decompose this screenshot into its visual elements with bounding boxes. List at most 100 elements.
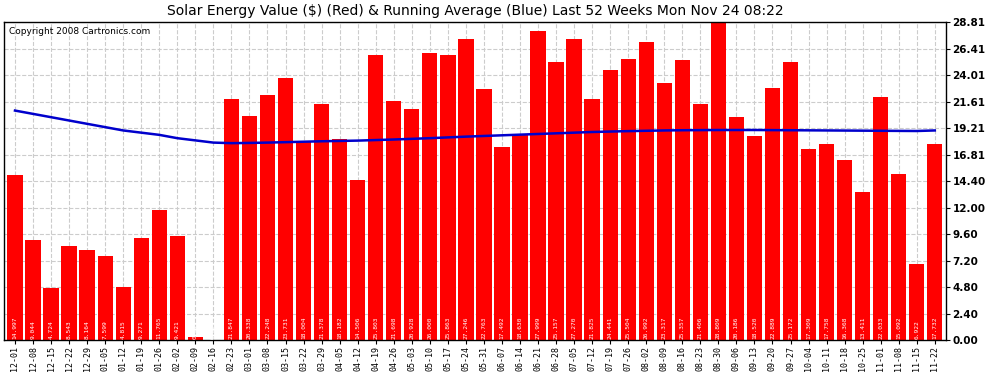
- Bar: [746, 136, 762, 340]
- Bar: [422, 53, 438, 340]
- Text: 23.317: 23.317: [661, 316, 667, 339]
- Text: 20.338: 20.338: [247, 316, 251, 339]
- Text: 13.411: 13.411: [860, 316, 865, 339]
- Text: 23.731: 23.731: [283, 316, 288, 339]
- Title: Solar Energy Value ($) (Red) & Running Average (Blue) Last 52 Weeks Mon Nov 24 0: Solar Energy Value ($) (Red) & Running A…: [166, 4, 783, 18]
- Bar: [314, 104, 330, 340]
- Text: 21.406: 21.406: [698, 316, 703, 339]
- Text: 15.092: 15.092: [896, 316, 901, 339]
- Text: 21.847: 21.847: [229, 316, 234, 339]
- Text: Copyright 2008 Cartronics.com: Copyright 2008 Cartronics.com: [9, 27, 150, 36]
- Bar: [566, 39, 582, 340]
- Bar: [278, 78, 293, 340]
- Bar: [476, 89, 492, 340]
- Text: 25.803: 25.803: [373, 316, 378, 339]
- Text: 22.763: 22.763: [481, 316, 486, 339]
- Text: 0.000: 0.000: [211, 320, 216, 339]
- Bar: [188, 337, 203, 340]
- Bar: [350, 180, 365, 340]
- Text: 20.928: 20.928: [409, 316, 414, 339]
- Text: 16.368: 16.368: [842, 316, 847, 339]
- Bar: [44, 288, 58, 340]
- Text: 22.033: 22.033: [878, 316, 883, 339]
- Bar: [368, 56, 383, 340]
- Bar: [711, 22, 726, 340]
- Text: 18.182: 18.182: [338, 316, 343, 339]
- Bar: [819, 144, 835, 340]
- Bar: [584, 99, 600, 340]
- Text: 17.758: 17.758: [824, 316, 829, 339]
- Text: 8.164: 8.164: [84, 320, 90, 339]
- Bar: [332, 140, 347, 340]
- Text: 17.492: 17.492: [500, 316, 505, 339]
- Text: 26.992: 26.992: [644, 316, 648, 339]
- Bar: [242, 116, 257, 340]
- Text: 27.999: 27.999: [536, 316, 541, 339]
- Bar: [97, 256, 113, 340]
- Text: 9.271: 9.271: [139, 320, 144, 339]
- Bar: [296, 141, 311, 340]
- Text: 22.889: 22.889: [770, 316, 775, 339]
- Bar: [513, 135, 528, 340]
- Bar: [656, 83, 672, 340]
- Text: 0.317: 0.317: [193, 320, 198, 339]
- Bar: [441, 55, 455, 340]
- Bar: [837, 159, 852, 340]
- Text: 6.922: 6.922: [915, 320, 920, 339]
- Text: 25.504: 25.504: [626, 316, 631, 339]
- Text: 21.698: 21.698: [391, 316, 396, 339]
- Bar: [674, 60, 690, 340]
- Bar: [151, 210, 167, 340]
- Text: 14.997: 14.997: [13, 316, 18, 339]
- Bar: [801, 149, 816, 340]
- Bar: [134, 238, 148, 340]
- Text: 25.157: 25.157: [553, 316, 558, 339]
- Text: 25.172: 25.172: [788, 316, 793, 339]
- Text: 21.378: 21.378: [319, 316, 324, 339]
- Bar: [79, 250, 95, 340]
- Bar: [531, 31, 545, 340]
- Bar: [259, 94, 275, 340]
- Bar: [855, 192, 870, 340]
- Bar: [621, 58, 636, 340]
- Bar: [61, 246, 77, 340]
- Bar: [693, 104, 708, 340]
- Text: 18.004: 18.004: [301, 316, 306, 339]
- Bar: [783, 62, 798, 340]
- Text: 26.000: 26.000: [428, 316, 433, 339]
- Text: 27.246: 27.246: [463, 316, 468, 339]
- Bar: [891, 174, 907, 340]
- Bar: [458, 39, 473, 340]
- Bar: [386, 100, 401, 340]
- Text: 17.732: 17.732: [933, 316, 938, 339]
- Bar: [603, 70, 618, 340]
- Text: 21.825: 21.825: [590, 316, 595, 339]
- Bar: [26, 240, 41, 340]
- Text: 9.421: 9.421: [175, 320, 180, 339]
- Bar: [928, 144, 942, 340]
- Text: 8.543: 8.543: [66, 320, 71, 339]
- Text: 28.809: 28.809: [716, 316, 721, 339]
- Text: 4.724: 4.724: [49, 320, 53, 339]
- Text: 4.815: 4.815: [121, 320, 126, 339]
- Bar: [224, 99, 239, 340]
- Text: 9.044: 9.044: [31, 320, 36, 339]
- Bar: [909, 264, 925, 340]
- Text: 17.309: 17.309: [806, 316, 811, 339]
- Text: 22.248: 22.248: [265, 316, 270, 339]
- Text: 11.765: 11.765: [156, 316, 161, 339]
- Bar: [548, 63, 563, 340]
- Bar: [404, 109, 420, 340]
- Bar: [873, 97, 888, 340]
- Text: 18.630: 18.630: [518, 316, 523, 339]
- Text: 25.357: 25.357: [680, 316, 685, 339]
- Text: 27.270: 27.270: [571, 316, 576, 339]
- Bar: [7, 175, 23, 340]
- Bar: [169, 236, 185, 340]
- Bar: [639, 42, 654, 340]
- Text: 18.520: 18.520: [752, 316, 757, 339]
- Bar: [494, 147, 510, 340]
- Bar: [765, 87, 780, 340]
- Text: 24.441: 24.441: [608, 316, 613, 339]
- Bar: [729, 117, 744, 340]
